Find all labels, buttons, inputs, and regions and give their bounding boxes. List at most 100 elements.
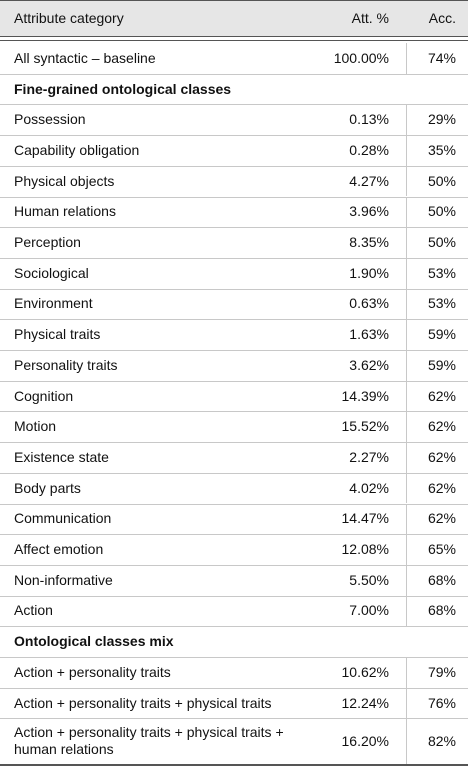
column-rule <box>406 472 407 504</box>
row-acc: 50% <box>427 234 456 251</box>
row-rule <box>0 319 468 321</box>
column-rule <box>406 564 407 596</box>
row-rule <box>0 257 468 259</box>
row-label: Communication <box>14 510 112 527</box>
row-label: Non-informative <box>14 571 113 588</box>
row-label: Physical traits <box>14 326 101 343</box>
row-att: 16.20% <box>341 732 389 749</box>
row-label: Action + personality traits + physical t… <box>14 724 284 758</box>
column-rule <box>406 350 407 381</box>
column-rule <box>406 503 407 535</box>
column-rule <box>406 442 407 473</box>
row-acc: 53% <box>427 295 456 312</box>
header-cell: Acc. <box>428 9 456 26</box>
row-rule <box>0 534 468 536</box>
row-att: 12.08% <box>341 541 389 558</box>
row-acc: 62% <box>427 418 456 435</box>
row-acc: 82% <box>427 732 456 749</box>
row-label: Affect emotion <box>14 541 104 558</box>
row-label: Action <box>14 602 53 619</box>
row-att: 14.47% <box>341 510 389 527</box>
row-label: Sociological <box>14 264 89 281</box>
row-rule <box>0 472 468 474</box>
row-label: Existence state <box>14 448 109 465</box>
section-title: Fine-grained ontological classes <box>14 80 232 97</box>
row-acc: 35% <box>427 141 456 158</box>
row-label: Cognition <box>14 387 74 404</box>
row-label: Perception <box>14 234 81 251</box>
row-label: Personality traits <box>14 356 118 373</box>
row-att: 2.27% <box>349 448 389 465</box>
column-rule <box>406 657 407 688</box>
row-acc: 59% <box>427 356 456 373</box>
row-label: Action + personality traits <box>14 663 171 680</box>
row-acc: 68% <box>427 602 456 619</box>
row-att: 15.52% <box>341 418 389 435</box>
row-att: 3.96% <box>349 203 389 220</box>
row-acc: 62% <box>427 448 456 465</box>
row-att: 0.28% <box>349 141 389 158</box>
row-rule <box>0 350 468 351</box>
column-rule <box>406 165 407 197</box>
column-rule <box>406 196 407 228</box>
row-rule <box>0 503 468 505</box>
row-acc: 62% <box>427 479 456 496</box>
row-acc: 68% <box>427 571 456 588</box>
column-rule <box>406 257 407 289</box>
row-att: 4.02% <box>349 479 389 496</box>
row-label: Capability obligation <box>14 141 140 158</box>
header-cell: Attribute category <box>14 9 124 26</box>
row-acc: 62% <box>427 510 456 527</box>
row-rule <box>0 626 468 628</box>
column-rule <box>406 411 407 443</box>
row-label: Possession <box>14 111 86 128</box>
row-att: 100.00% <box>333 49 389 66</box>
row-rule <box>0 380 468 382</box>
row-acc: 50% <box>427 203 456 220</box>
row-acc: 76% <box>427 694 456 711</box>
column-rule <box>406 534 407 565</box>
row-acc: 29% <box>427 111 456 128</box>
column-rule <box>406 380 407 412</box>
row-acc: 65% <box>427 541 456 558</box>
column-rule <box>406 319 407 350</box>
row-att: 5.50% <box>349 571 389 588</box>
row-label: Motion <box>14 418 57 435</box>
row-att: 1.90% <box>349 264 389 281</box>
row-att: 7.00% <box>349 602 389 619</box>
row-acc: 74% <box>427 49 456 66</box>
row-rule <box>0 196 468 198</box>
row-rule <box>0 73 468 75</box>
header-rule <box>0 36 468 37</box>
row-rule <box>0 135 468 137</box>
row-att: 14.39% <box>341 387 389 404</box>
row-rule <box>0 718 468 720</box>
row-att: 0.63% <box>349 295 389 312</box>
row-acc: 50% <box>427 172 456 189</box>
top-rule <box>0 0 468 1</box>
row-acc: 62% <box>427 387 456 404</box>
row-att: 4.27% <box>349 172 389 189</box>
row-label: Environment <box>14 295 93 312</box>
row-rule <box>0 687 468 689</box>
row-att: 0.13% <box>349 111 389 128</box>
column-rule <box>406 135 407 166</box>
row-rule <box>0 227 468 229</box>
column-rule <box>406 595 407 627</box>
bottom-rule <box>0 764 468 767</box>
header-bg <box>0 0 468 36</box>
column-rule <box>406 687 407 719</box>
column-rule <box>406 43 407 74</box>
row-rule <box>0 442 468 444</box>
row-rule <box>0 104 468 106</box>
row-rule <box>0 564 468 566</box>
row-rule <box>0 411 468 413</box>
row-acc: 53% <box>427 264 456 281</box>
column-rule <box>406 288 407 320</box>
row-rule <box>0 595 468 597</box>
section-title: Ontological classes mix <box>14 633 174 650</box>
row-att: 8.35% <box>349 234 389 251</box>
row-acc: 79% <box>427 663 456 680</box>
row-rule <box>0 165 468 167</box>
